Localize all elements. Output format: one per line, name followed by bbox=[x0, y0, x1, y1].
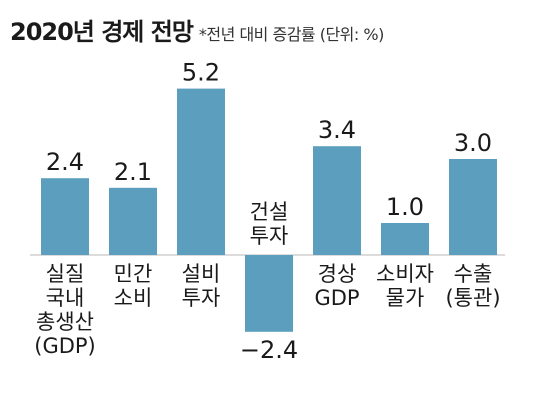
bar-7 bbox=[449, 159, 497, 255]
bar-2 bbox=[109, 187, 157, 255]
category-label-6-line-2: 물가 bbox=[386, 286, 425, 310]
title-row: 2020년 경제 전망 *전년 대비 증감률 (단위: %) bbox=[10, 12, 384, 47]
value-label-1: 2.4 bbox=[46, 148, 84, 176]
value-label-7: 3.0 bbox=[454, 129, 492, 157]
value-label-2: 2.1 bbox=[114, 158, 152, 186]
category-label-7-line-1: 수출 bbox=[454, 262, 493, 286]
category-label-1-line-2: 국내 bbox=[46, 286, 85, 310]
value-label-4: −2.4 bbox=[240, 336, 298, 364]
category-label-2-line-1: 민간 bbox=[114, 262, 153, 286]
value-label-6: 1.0 bbox=[386, 193, 424, 221]
value-label-5: 3.4 bbox=[318, 116, 356, 144]
bar-3 bbox=[177, 88, 225, 255]
unit-note: *전년 대비 증감률 (단위: %) bbox=[198, 25, 384, 44]
category-label-4-line-1: 건설 bbox=[250, 200, 289, 224]
bar-6 bbox=[381, 223, 429, 255]
category-label-7-line-2: (통관) bbox=[445, 286, 500, 310]
bar-1 bbox=[41, 178, 89, 255]
category-label-5-line-1: 경상 bbox=[318, 262, 357, 286]
category-label-5-line-2: GDP bbox=[314, 286, 359, 310]
bar-4 bbox=[245, 255, 293, 332]
bar-5 bbox=[313, 146, 361, 255]
category-label-1-line-4: (GDP) bbox=[34, 334, 96, 358]
chart-title: 2020년 경제 전망 bbox=[10, 18, 194, 46]
category-label-2-line-2: 소비 bbox=[114, 286, 153, 310]
category-label-4-line-2: 투자 bbox=[250, 224, 289, 248]
category-label-6-line-1: 소비자 bbox=[376, 262, 434, 286]
category-label-3-line-1: 설비 bbox=[182, 262, 221, 286]
value-label-3: 5.2 bbox=[182, 59, 220, 87]
category-label-1-line-1: 실질 bbox=[46, 262, 85, 286]
category-label-3-line-2: 투자 bbox=[182, 286, 221, 310]
category-label-1-line-3: 총생산 bbox=[36, 310, 94, 334]
